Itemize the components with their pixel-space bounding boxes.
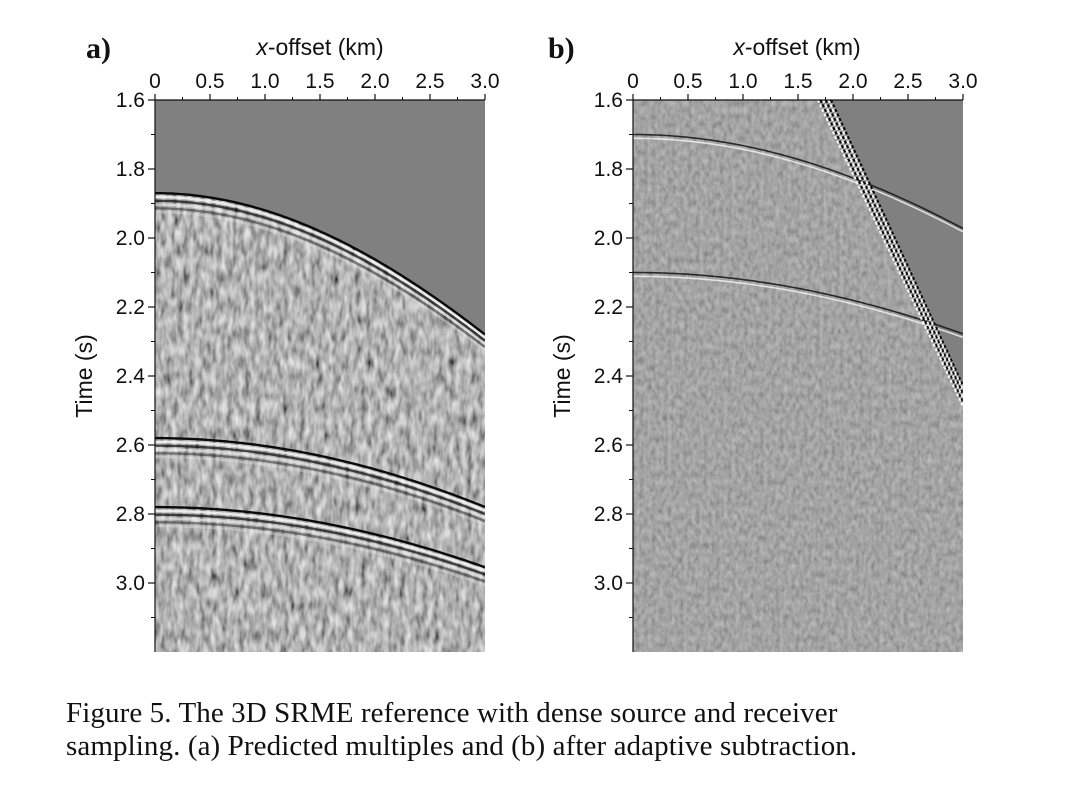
panel-b-events xyxy=(633,100,963,407)
y-tick-label: 3.0 xyxy=(594,572,623,595)
panel-a-event-2-cycle-4 xyxy=(155,521,485,583)
y-tick-label: 2.4 xyxy=(594,365,624,388)
y-tick-label: 2.0 xyxy=(594,227,623,250)
x-tick-label: 1.5 xyxy=(783,70,812,93)
panel-a-ylabel-group: Time (s) xyxy=(71,334,97,417)
panel-b-event-0-cycle-0 xyxy=(633,133,963,230)
panel-b-xlabel: x-offset (km) xyxy=(732,34,860,60)
panel-b-direct-wave-0 xyxy=(830,100,963,387)
x-tick-label: 3.0 xyxy=(948,70,977,93)
panel-b-ylabel-group: Time (s) xyxy=(549,334,575,417)
caption-line-1: Figure 5. The 3D SRME reference with den… xyxy=(66,697,838,729)
panel-a-events xyxy=(155,192,485,587)
panel-a-label: a) xyxy=(86,32,111,65)
x-tick-label: 0 xyxy=(627,70,639,93)
panel-a-event-1-cycle-4 xyxy=(155,452,485,523)
y-tick-label: 2.6 xyxy=(116,434,145,457)
figure: a) x-offset (km) Time (s) 0 0.5 1.0 1.5 2.0 2… xyxy=(71,32,978,652)
panel-a-event-2-cycle-0 xyxy=(155,505,485,569)
x-tick-label: 0.5 xyxy=(673,70,702,93)
x-tick-label: 0.5 xyxy=(195,70,224,93)
y-tick-label: 2.8 xyxy=(116,503,145,526)
panel-a-event-1-cycle-5 xyxy=(155,455,485,526)
y-tick-label: 1.6 xyxy=(594,89,623,112)
panel-b: b) x-offset (km) Time (s) 0 0.5 1.0 1.5 2.0 2… xyxy=(548,32,978,652)
panel-a-xlabel-x: x xyxy=(255,34,269,60)
y-tick-label: 2.2 xyxy=(594,296,623,319)
y-tick-label: 2.0 xyxy=(116,227,145,250)
panel-a-event-1-cycle-1 xyxy=(155,440,485,512)
panel-b-label: b) xyxy=(548,32,575,65)
panel-a-event-0-cycle-3 xyxy=(155,203,485,345)
panel-a-event-1-cycle-2 xyxy=(155,444,485,516)
panel-a-event-0-cycle-2 xyxy=(155,199,485,342)
y-tick-label: 1.8 xyxy=(116,158,145,181)
panel-a-event-1-cycle-0 xyxy=(155,436,485,509)
panel-a-event-0-cycle-1 xyxy=(155,195,485,339)
panel-a-event-0-cycle-4 xyxy=(155,207,485,349)
x-tick-label: 2.5 xyxy=(415,70,444,93)
panel-b-event-1-cycle-0 xyxy=(633,271,963,335)
figure-caption: Figure 5. The 3D SRME reference with den… xyxy=(66,697,1006,763)
x-tick-label: 2.0 xyxy=(838,70,867,93)
x-tick-label: 0 xyxy=(149,70,161,93)
panel-b-xlabel-x: x xyxy=(732,34,746,60)
y-tick-label: 3.0 xyxy=(116,572,145,595)
panel-a-event-2-cycle-1 xyxy=(155,509,485,572)
panel-b-seismic xyxy=(633,100,963,652)
panel-b-axes: 0 0.5 1.0 1.5 2.0 2.5 3.0 1.6 1.8 2.0 2.2 2.4 2.6 2.8… xyxy=(594,70,978,652)
panel-b-ylabel: Time (s) xyxy=(549,334,575,417)
y-tick-label: 2.8 xyxy=(594,503,623,526)
x-tick-label: 3.0 xyxy=(470,70,499,93)
panel-b-direct-wave-2 xyxy=(824,100,963,395)
panel-a-event-2-cycle-5 xyxy=(155,524,485,587)
x-tick-label: 2.5 xyxy=(893,70,922,93)
panel-b-direct-wave-1 xyxy=(827,100,963,391)
caption-line-2: sampling. (a) Predicted multiples and (b… xyxy=(66,730,858,762)
panel-b-event-1-cycle-1 xyxy=(633,275,963,339)
x-tick-label: 1.0 xyxy=(728,70,757,93)
y-tick-label: 2.6 xyxy=(594,434,623,457)
x-tick-label: 2.0 xyxy=(360,70,389,93)
panel-a-event-2-cycle-2 xyxy=(155,513,485,576)
panel-a-seismic xyxy=(155,100,485,652)
y-tick-label: 2.2 xyxy=(116,296,145,319)
y-tick-label: 2.4 xyxy=(116,365,146,388)
panel-b-xlabel-rest: -offset (km) xyxy=(745,34,861,60)
y-tick-label: 1.6 xyxy=(116,89,145,112)
panel-b-event-0-cycle-1 xyxy=(633,137,963,233)
panel-a-xlabel-rest: -offset (km) xyxy=(268,34,384,60)
x-tick-label: 1.0 xyxy=(250,70,279,93)
panel-a-event-0-cycle-0 xyxy=(155,192,485,336)
panel-b-direct-wave-4 xyxy=(819,100,963,403)
panel-a-event-1-cycle-3 xyxy=(155,448,485,519)
panel-a-axes: 0 0.5 1.0 1.5 2.0 2.5 3.0 1.6 1.8 2.0 2.2 2.4 2.6 2.8… xyxy=(116,70,500,652)
panel-b-direct-wave-5 xyxy=(816,100,963,407)
panel-a-event-2-cycle-3 xyxy=(155,517,485,580)
panel-a: a) x-offset (km) Time (s) 0 0.5 1.0 1.5 2.0 2… xyxy=(71,32,500,652)
y-tick-label: 1.8 xyxy=(594,158,623,181)
x-tick-label: 1.5 xyxy=(305,70,334,93)
panel-a-xlabel: x-offset (km) xyxy=(255,34,383,60)
panel-a-ylabel: Time (s) xyxy=(71,334,97,417)
panel-a-event-0-cycle-5 xyxy=(155,210,485,352)
